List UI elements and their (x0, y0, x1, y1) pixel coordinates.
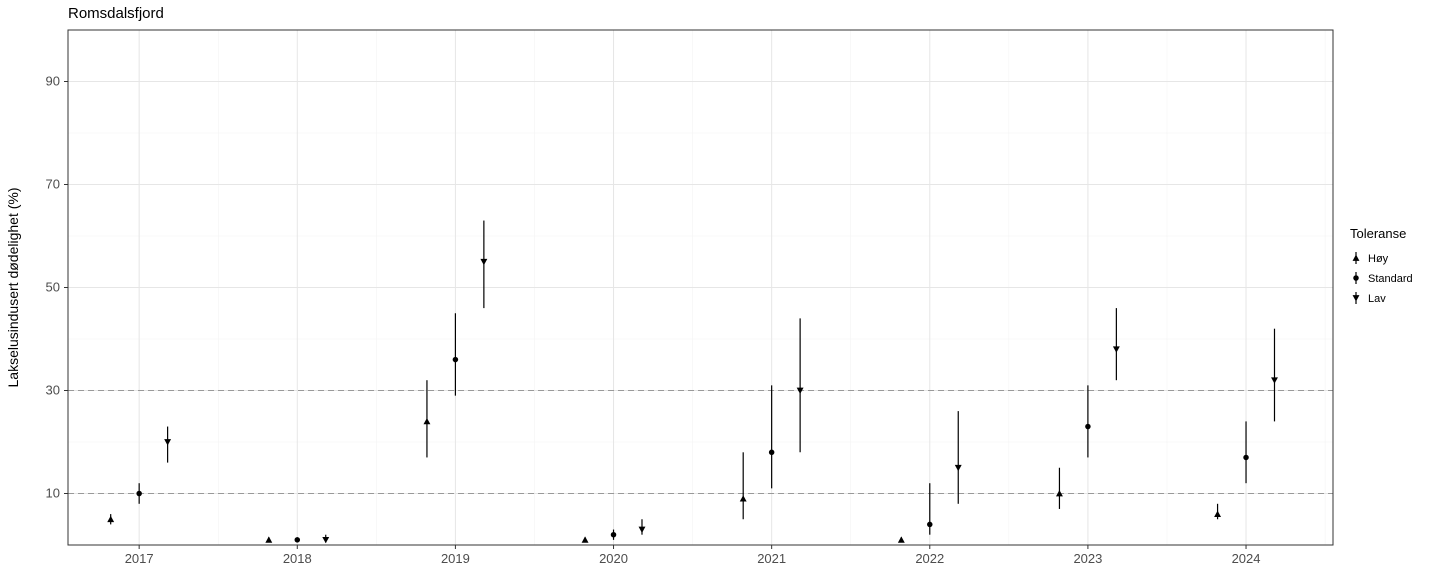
svg-text:30: 30 (46, 383, 60, 398)
legend-item: Høy (1353, 252, 1389, 265)
chart-title: Romsdalsfjord (68, 5, 164, 22)
svg-text:2017: 2017 (125, 551, 154, 566)
svg-text:2024: 2024 (1232, 551, 1261, 566)
mortality-chart: 2017 2018 2019 2020 2021 2022 2023 2024 10 30 50 70… (0, 0, 1437, 575)
legend-item-label: Lav (1368, 293, 1386, 305)
svg-text:50: 50 (46, 280, 60, 295)
svg-text:2020: 2020 (599, 551, 628, 566)
legend-item-label: Høy (1368, 253, 1389, 265)
svg-text:2023: 2023 (1073, 551, 1102, 566)
svg-text:2022: 2022 (915, 551, 944, 566)
legend-item: Lav (1353, 292, 1387, 305)
legend-title: Toleranse (1350, 226, 1406, 241)
svg-text:90: 90 (46, 74, 60, 89)
legend: Toleranse Høy Standard Lav (1350, 226, 1413, 305)
svg-text:2018: 2018 (283, 551, 312, 566)
svg-text:2021: 2021 (757, 551, 786, 566)
y-axis-label: Lakselusindusert dødelighet (%) (5, 188, 21, 388)
svg-text:2019: 2019 (441, 551, 470, 566)
svg-text:70: 70 (46, 177, 60, 192)
legend-item-label: Standard (1368, 273, 1413, 285)
svg-text:10: 10 (46, 486, 60, 501)
legend-item: Standard (1353, 272, 1412, 285)
